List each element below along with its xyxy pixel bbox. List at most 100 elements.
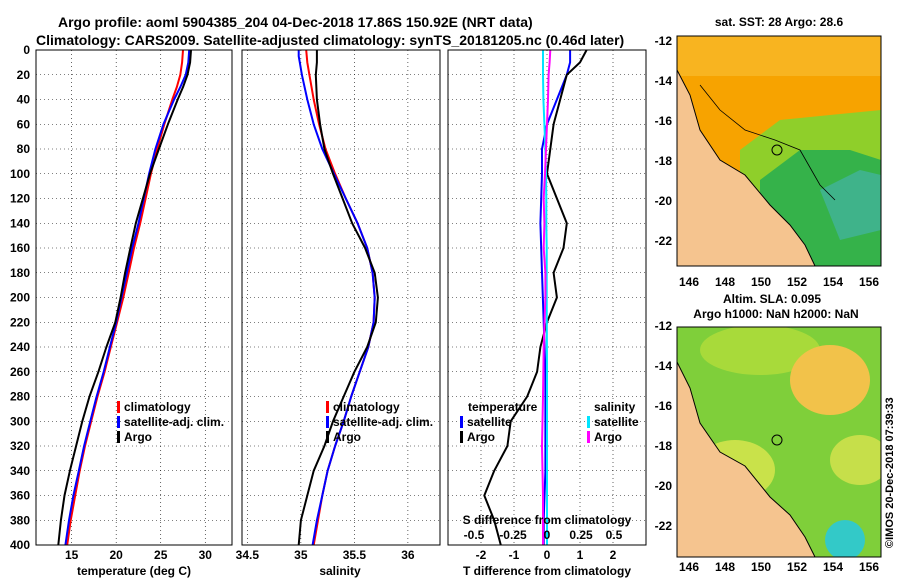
map-lon-label: 148 — [715, 560, 735, 574]
map-lat-label: -12 — [655, 319, 673, 333]
sst-land — [677, 70, 815, 266]
sst-lat-ticks: -12 -14 -16 -18 -20 -22 — [655, 34, 673, 248]
map-lon-label: 154 — [823, 275, 843, 289]
depth-tick-label: 180 — [10, 266, 30, 280]
depth-tick-label: 100 — [10, 167, 30, 181]
legend-t-satellite-label: satellite — [467, 415, 512, 429]
x-tick-label: -1 — [509, 548, 520, 562]
series-line-satellite-adj-clim- — [297, 50, 376, 545]
difference-xlabel: T difference from climatology — [463, 564, 631, 578]
x-tick-label: 15 — [65, 548, 79, 562]
x-tick-label: 36 — [401, 548, 415, 562]
map-lon-label: 154 — [823, 560, 843, 574]
map-lat-label: -22 — [655, 519, 673, 533]
map-lat-label: -20 — [655, 194, 673, 208]
legend-s-sat-swatch — [587, 416, 590, 428]
temperature-legend: climatology satellite-adj. clim. Argo — [117, 400, 224, 444]
depth-tick-label: 320 — [10, 439, 30, 453]
series-line-satellite-adj-clim- — [64, 50, 191, 545]
x-tick-label: 25 — [154, 548, 168, 562]
difference-frame — [447, 49, 647, 546]
depth-tick-label: 400 — [10, 538, 30, 552]
sla-land — [677, 362, 815, 557]
map-lon-label: 152 — [787, 275, 807, 289]
sst-map-field — [677, 36, 881, 266]
sla-patch-3 — [830, 435, 881, 485]
legend-s-sat-label: satellite — [594, 415, 639, 429]
legend-t-argo-label: Argo — [467, 430, 495, 444]
difference-grid — [448, 50, 646, 545]
sla-map: Altim. SLA: 0.095 Argo h1000: NaN h2000:… — [655, 292, 882, 574]
map-lat-label: -22 — [655, 234, 673, 248]
difference-x-ticks: -2 -1 0 1 2 — [476, 548, 617, 562]
watermark: ©IMOS 20-Dec-2018 07:39:33 — [884, 397, 896, 548]
depth-tick-label: 260 — [10, 365, 30, 379]
legend-temperature-heading: temperature — [468, 400, 538, 414]
sst-map: sat. SST: 28 Argo: 28.6 -12-14-16-18-20-… — [655, 15, 882, 289]
top-tick-label: -0.5 — [464, 528, 485, 542]
x-tick-label: 2 — [610, 548, 617, 562]
x-tick-label: -2 — [476, 548, 487, 562]
legend-argo-swatch — [117, 431, 120, 443]
map-lon-label: 156 — [859, 275, 879, 289]
difference-top-xlabel: S difference from climatology — [463, 513, 632, 527]
map-lon-label: 156 — [859, 560, 879, 574]
sst-reef-contour — [699, 84, 836, 201]
depth-tick-label: 340 — [10, 464, 30, 478]
series-line-argo — [57, 50, 192, 545]
sst-map-title: sat. SST: 28 Argo: 28.6 — [715, 15, 844, 29]
title-line-2: Climatology: CARS2009. Satellite-adjuste… — [36, 32, 624, 48]
x-tick-label: 35 — [294, 548, 308, 562]
depth-tick-label: 0 — [23, 43, 30, 57]
map-lat-label: -16 — [655, 114, 673, 128]
depth-tick-label: 280 — [10, 390, 30, 404]
salinity-x-ticks: 34.5 35 35.5 36 — [236, 548, 415, 562]
difference-lines — [483, 50, 588, 545]
x-tick-label: 35.5 — [343, 548, 367, 562]
difference-panel: -2 -1 0 1 2 T difference from climatology S … — [447, 49, 647, 578]
depth-tick-label: 20 — [17, 68, 31, 82]
legend-s-argo-swatch — [587, 431, 590, 443]
sla-low-patch — [825, 520, 865, 557]
sla-argo-marker — [771, 434, 783, 446]
sla-high-patch — [790, 345, 870, 415]
map-lat-label: -18 — [655, 154, 673, 168]
depth-axis: 0 20 40 60 80 100 120 140 160 180 200 220 240 260 280 3… — [10, 43, 30, 552]
sst-lon-ticks: 146 148 150 152 154 156 — [679, 275, 879, 289]
depth-tick-label: 360 — [10, 489, 30, 503]
salinity-diff-ticks: -0.5 -0.25 0 0.25 0.5 — [464, 528, 623, 542]
x-tick-label: 0 — [544, 548, 551, 562]
depth-tick-label: 40 — [17, 93, 31, 107]
top-tick-label: 0 — [544, 528, 551, 542]
top-tick-label: 0.25 — [569, 528, 593, 542]
sst-teal-patch — [820, 170, 881, 240]
depth-tick-label: 120 — [10, 192, 30, 206]
x-tick-label: 34.5 — [236, 548, 260, 562]
legend-s-climatology-swatch — [326, 401, 329, 413]
x-tick-label: 1 — [577, 548, 584, 562]
legend-s-climatology-label: climatology — [333, 400, 400, 414]
sst-warm-band — [677, 36, 881, 76]
legend-t-argo-swatch — [460, 431, 463, 443]
map-lon-label: 150 — [751, 275, 771, 289]
legend-s-satellite-label: satellite-adj. clim. — [333, 415, 433, 429]
legend-satellite-label: satellite-adj. clim. — [124, 415, 224, 429]
depth-tick-label: 240 — [10, 340, 30, 354]
map-lat-label: -14 — [655, 359, 673, 373]
legend-climatology-swatch — [117, 401, 120, 413]
salinity-legend: climatology satellite-adj. clim. Argo — [326, 400, 433, 444]
depth-tick-label: 220 — [10, 315, 30, 329]
depth-tick-label: 200 — [10, 291, 30, 305]
argo-location-marker — [771, 144, 783, 156]
depth-tick-label: 380 — [10, 513, 30, 527]
sla-coastline — [677, 361, 816, 557]
salinity-lines — [297, 50, 379, 545]
legend-s-argo-swatch — [326, 431, 329, 443]
sla-map-frame — [676, 326, 882, 558]
series-line-argo — [297, 50, 379, 545]
difference-legend: temperature satellite Argo salinity sate… — [460, 400, 639, 444]
legend-argo-label: Argo — [124, 430, 152, 444]
depth-tick-label: 160 — [10, 241, 30, 255]
map-lon-label: 146 — [679, 275, 699, 289]
sla-map-title: Altim. SLA: 0.095 — [723, 292, 821, 306]
